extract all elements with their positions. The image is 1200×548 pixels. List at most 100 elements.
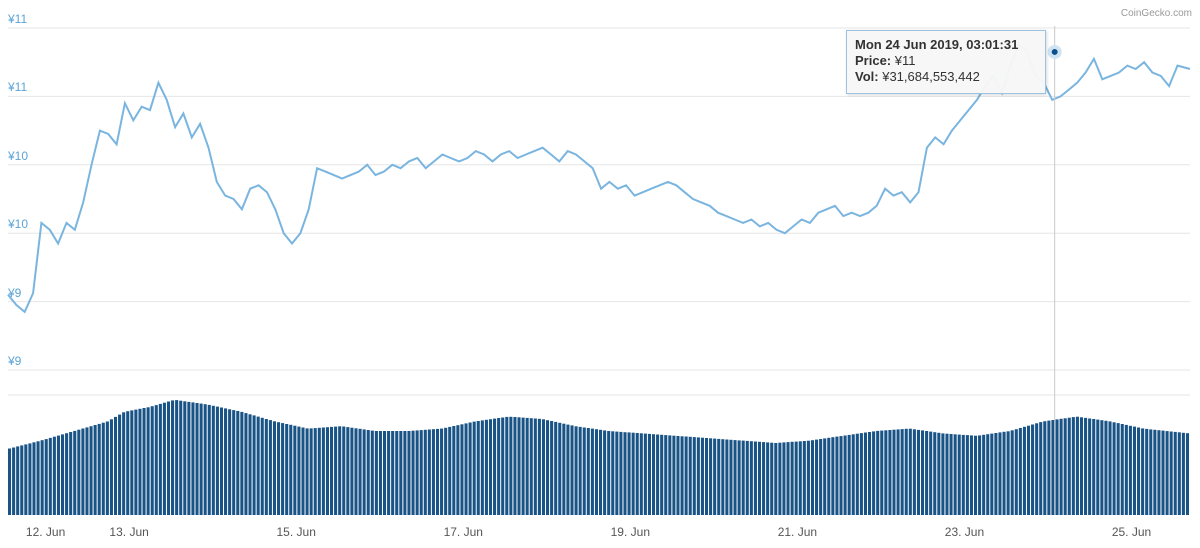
volume-bar bbox=[978, 435, 982, 515]
volume-bar bbox=[97, 423, 101, 515]
hover-point[interactable] bbox=[1047, 44, 1062, 59]
volume-bar bbox=[990, 433, 994, 515]
volume-bar bbox=[501, 417, 505, 515]
tooltip-price-label: Price: bbox=[855, 53, 892, 68]
volume-bar bbox=[668, 435, 672, 515]
volume-bar bbox=[925, 431, 929, 515]
volume-bar bbox=[762, 442, 766, 515]
volume-bar bbox=[118, 414, 122, 515]
volume-bar bbox=[713, 438, 717, 515]
volume-bar bbox=[73, 430, 77, 515]
volume-bar bbox=[1010, 430, 1014, 515]
volume-bar bbox=[876, 430, 880, 515]
volume-bar bbox=[566, 424, 570, 515]
volume-bar bbox=[570, 425, 574, 515]
volume-bar bbox=[321, 427, 325, 515]
volume-bar bbox=[281, 423, 285, 515]
volume-bar bbox=[916, 429, 920, 515]
volume-bar bbox=[1014, 429, 1018, 515]
volume-bar bbox=[982, 434, 986, 515]
volume-bar bbox=[305, 428, 309, 515]
volume-bar bbox=[370, 430, 374, 515]
volume-bar bbox=[313, 428, 317, 515]
volume-bar bbox=[806, 440, 810, 515]
volume-bar bbox=[354, 428, 358, 515]
y-tick-label: ¥11 bbox=[8, 80, 28, 95]
volume-bar bbox=[346, 427, 350, 515]
volume-bar bbox=[1149, 429, 1153, 515]
volume-bar bbox=[338, 426, 342, 515]
volume-bar bbox=[880, 430, 884, 515]
volume-bar bbox=[199, 403, 203, 515]
volume-bar bbox=[786, 442, 790, 515]
volume-bar bbox=[554, 421, 558, 515]
tooltip-vol-value: ¥31,684,553,442 bbox=[882, 69, 980, 84]
volume-bar bbox=[904, 428, 908, 515]
tooltip: Mon 24 Jun 2019, 03:01:31 Price: ¥11 Vol… bbox=[846, 30, 1046, 94]
volume-bar bbox=[1079, 417, 1084, 515]
volume-bar bbox=[590, 428, 594, 515]
credit-text[interactable]: CoinGecko.com bbox=[1120, 8, 1192, 19]
volume-bar bbox=[215, 406, 219, 515]
volume-bar bbox=[1051, 420, 1055, 515]
volume-bar bbox=[374, 431, 378, 515]
volume-bar bbox=[790, 441, 794, 515]
volume-bar bbox=[1185, 433, 1189, 515]
volume-bar bbox=[619, 431, 623, 515]
volume-bar bbox=[1128, 425, 1132, 515]
volume-bar bbox=[456, 425, 460, 515]
volume-bar bbox=[1006, 431, 1010, 515]
volume-bar bbox=[558, 422, 562, 515]
volume-bar bbox=[823, 438, 827, 515]
x-tick-label: 25. Jun bbox=[1111, 525, 1152, 539]
volume-bar bbox=[232, 410, 236, 515]
volume-bar bbox=[766, 442, 770, 515]
volume-bar bbox=[611, 431, 615, 515]
volume-bar bbox=[472, 421, 476, 515]
volume-bar bbox=[1022, 426, 1026, 515]
volume-bar bbox=[1177, 432, 1181, 515]
volume-bar bbox=[248, 414, 252, 515]
volume-bar bbox=[1075, 416, 1079, 515]
volume-bar bbox=[1039, 422, 1043, 515]
volume-bar bbox=[162, 402, 166, 515]
volume-bar bbox=[69, 432, 73, 515]
volume-bar bbox=[358, 428, 362, 515]
volume-bar bbox=[403, 431, 407, 515]
volume-bar bbox=[342, 426, 346, 515]
volume-bar bbox=[672, 435, 676, 515]
volume-bar bbox=[395, 431, 399, 515]
volume-bar bbox=[676, 436, 680, 515]
volume-bar bbox=[126, 411, 130, 515]
volume-bar bbox=[1043, 421, 1047, 515]
volume-bar bbox=[680, 436, 684, 515]
volume-bar bbox=[362, 429, 366, 515]
volume-bar bbox=[56, 435, 60, 515]
y-tick-label: ¥10 bbox=[8, 148, 29, 163]
volume-bar bbox=[435, 428, 440, 515]
volume-bar bbox=[8, 448, 12, 515]
volume-bar bbox=[175, 400, 179, 515]
volume-bar bbox=[187, 401, 191, 515]
volume-bar bbox=[60, 434, 65, 515]
volume-bar bbox=[1173, 431, 1177, 515]
volume-bar bbox=[179, 400, 183, 515]
volume-bar bbox=[941, 433, 945, 515]
volume-bar bbox=[700, 437, 704, 515]
x-tick-label: 15. Jun bbox=[276, 525, 316, 539]
volume-bar bbox=[647, 433, 651, 515]
volume-bar bbox=[607, 431, 611, 515]
volume-bar bbox=[525, 417, 529, 515]
volume-bar bbox=[603, 430, 607, 515]
volume-bar bbox=[158, 403, 162, 515]
volume-bar bbox=[289, 424, 293, 515]
volume-bar bbox=[415, 430, 419, 515]
volume-bar bbox=[1055, 419, 1059, 515]
volume-bar bbox=[431, 429, 435, 515]
volume-bar bbox=[537, 418, 541, 515]
volume-bar bbox=[387, 431, 391, 515]
volume-bar bbox=[252, 415, 256, 515]
volume-bar bbox=[709, 438, 713, 515]
volume-bar bbox=[297, 426, 301, 515]
